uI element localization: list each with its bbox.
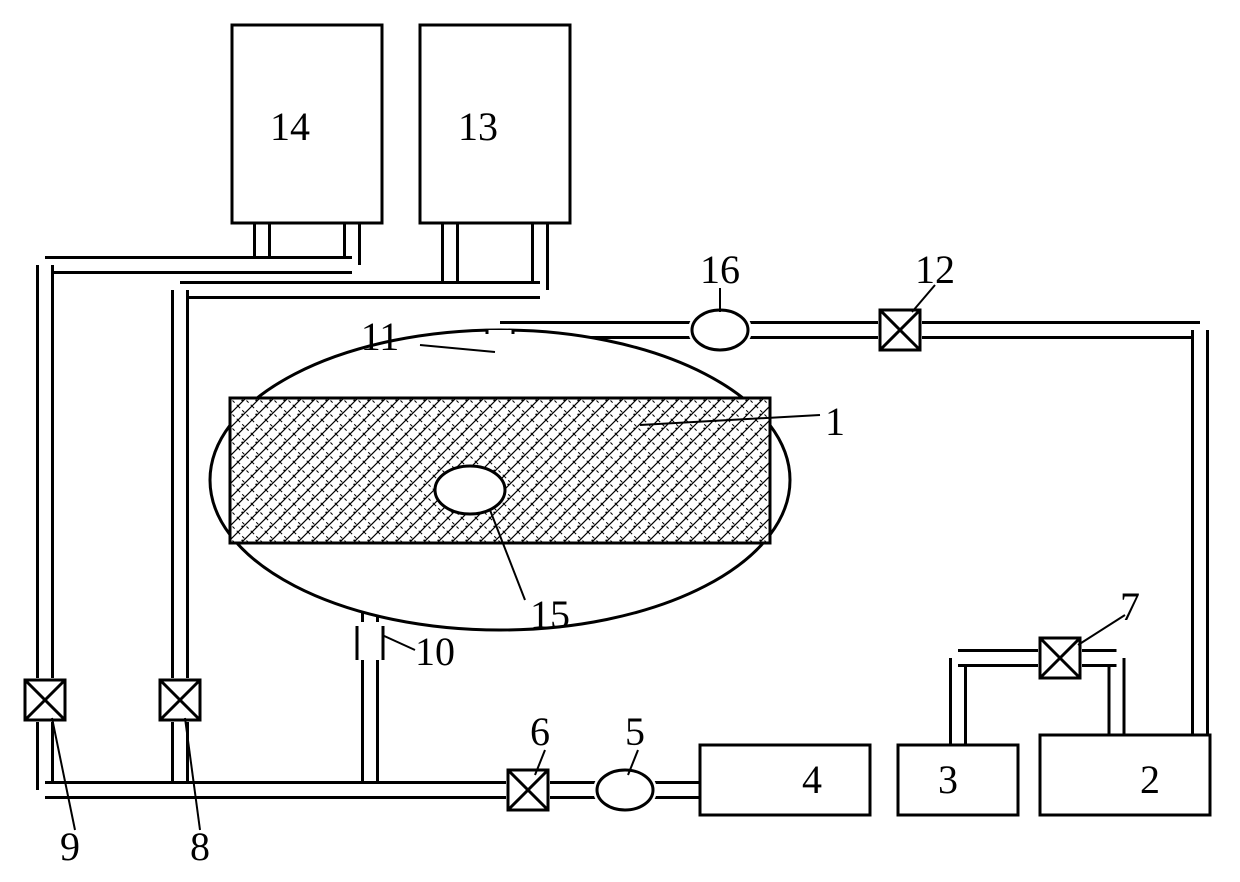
tank-13-label: 13 xyxy=(458,104,498,149)
vessel-bed xyxy=(230,398,770,543)
valve-6-label: 6 xyxy=(530,709,550,754)
valve-9-label: 9 xyxy=(60,824,80,869)
tank-4 xyxy=(700,745,870,815)
valve-7-leader xyxy=(1078,615,1125,645)
label-11: 11 xyxy=(361,314,400,359)
tank-4-label: 4 xyxy=(802,757,822,802)
bubble-15 xyxy=(435,466,505,514)
leader-10 xyxy=(382,635,415,650)
tank-2 xyxy=(1040,735,1210,815)
tank-2-label: 2 xyxy=(1140,757,1160,802)
valve-8-label: 8 xyxy=(190,824,210,869)
tank-14-label: 14 xyxy=(270,104,310,149)
flow-16-label: 16 xyxy=(700,247,740,292)
flow-5-label: 5 xyxy=(625,709,645,754)
tank-3 xyxy=(898,745,1018,815)
label-15: 15 xyxy=(530,592,570,637)
valve-12-label: 12 xyxy=(915,247,955,292)
valve-7-label: 7 xyxy=(1120,584,1140,629)
label-1: 1 xyxy=(825,399,845,444)
flow-16 xyxy=(692,310,748,350)
vessel-bot-port-knockout xyxy=(357,622,383,660)
flow-5 xyxy=(597,770,653,810)
label-10: 10 xyxy=(415,629,455,674)
tank-3-label: 3 xyxy=(938,757,958,802)
vessel-top-port-knockout xyxy=(487,330,513,338)
valve-9-leader xyxy=(52,718,75,830)
